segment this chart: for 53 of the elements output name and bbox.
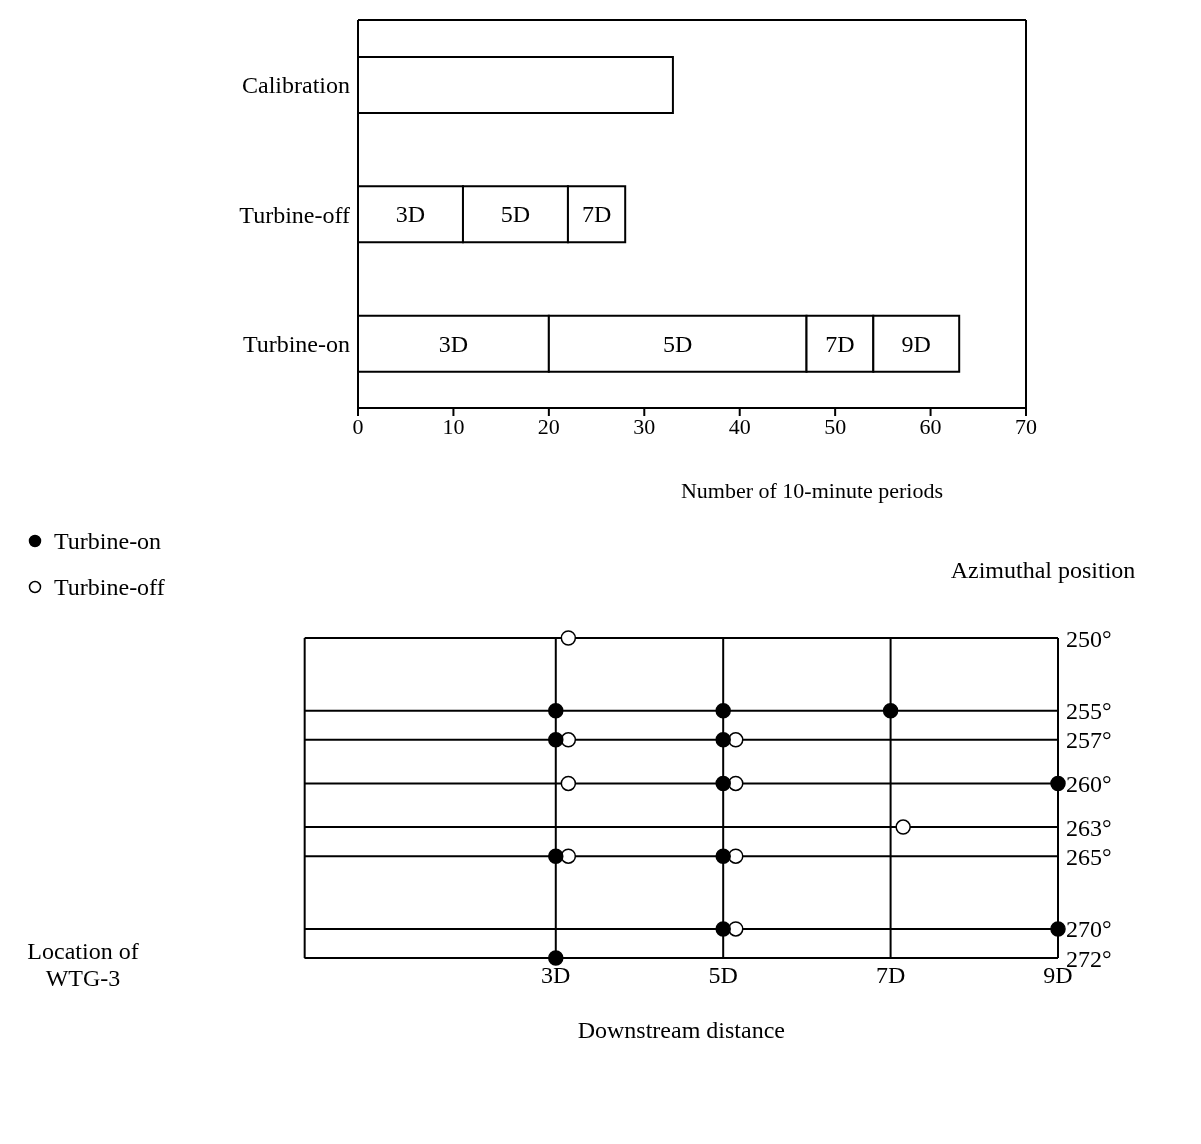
y-tick-label: 263°: [1066, 814, 1112, 841]
legend-label: Turbine-off: [54, 573, 165, 602]
series-label: 5D: [500, 201, 531, 228]
point: [895, 819, 911, 835]
point: [560, 732, 577, 748]
text: Location of WTG-3: [26, 938, 140, 992]
series-label: 3D: [395, 201, 426, 228]
y-tick-label: 255°: [1066, 698, 1112, 725]
y-tick-label: Turbine-off: [239, 201, 351, 228]
point: [715, 702, 731, 719]
point: [548, 950, 564, 966]
point: [715, 775, 731, 792]
point: [560, 630, 577, 646]
y-tick-label: 260°: [1066, 770, 1112, 797]
point: [715, 848, 731, 864]
y-tick-label: Turbine-on: [242, 330, 350, 357]
point: [1050, 775, 1066, 792]
x-tick-label: 30: [633, 413, 656, 439]
point: [727, 921, 744, 937]
point: [548, 732, 564, 748]
series-label: 9D: [901, 330, 931, 357]
point: [715, 921, 731, 937]
x-tick-label: 0: [352, 413, 364, 439]
point: [560, 775, 577, 792]
x-tick-label: 5D: [708, 962, 738, 989]
y-tick-label: 257°: [1066, 727, 1112, 754]
text: 3D: [438, 330, 469, 357]
point: [715, 732, 731, 748]
legend-label: Turbine-on: [54, 527, 162, 556]
x-tick-label: 7D: [875, 962, 906, 989]
point: [560, 848, 577, 864]
point: [882, 702, 899, 719]
x-tick-label: 20: [537, 413, 560, 439]
text: 7D: [825, 330, 855, 357]
x-tick-label: 60: [919, 413, 942, 439]
point: [548, 702, 564, 719]
x-tick-label: 40: [728, 413, 751, 439]
point: [1050, 921, 1066, 937]
x-tick-label: 10: [442, 413, 465, 439]
y-tick-label: Calibration: [242, 72, 350, 99]
point: [548, 848, 564, 864]
point: [727, 732, 744, 748]
y-axis-title: Azimuthal position: [950, 557, 1136, 583]
y-tick-label: 270°: [1066, 916, 1112, 943]
x-tick-label: 3D: [541, 962, 571, 989]
y-tick-label: 250°: [1066, 625, 1112, 652]
text: 5D: [663, 330, 693, 357]
x-tick-label: 50: [824, 413, 847, 439]
x-axis-title: Number of 10-minute periods: [680, 478, 944, 503]
series-label: 7D: [581, 201, 612, 228]
x-axis-title: Downstream distance: [577, 1017, 785, 1043]
x-tick-label: 70: [1015, 413, 1037, 439]
y-tick-label: 265°: [1066, 843, 1112, 870]
